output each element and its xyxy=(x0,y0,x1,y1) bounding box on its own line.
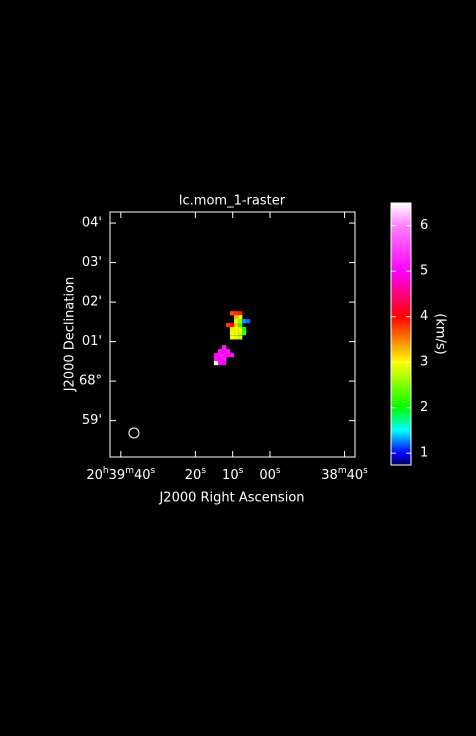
y-tick-label: 01' xyxy=(82,334,102,349)
raster-cell xyxy=(241,319,247,324)
x-tick-label: 38m40s xyxy=(321,466,368,483)
raster-cell xyxy=(241,330,247,336)
raster-cell xyxy=(234,326,239,332)
raster-cell xyxy=(225,323,231,328)
colorbar-tick-label: 6 xyxy=(420,218,428,233)
colorbar-tick-label: 1 xyxy=(420,446,428,461)
raster-cell xyxy=(234,319,239,324)
raster-cell xyxy=(218,353,223,358)
raster-cell xyxy=(229,330,235,336)
raster-cell xyxy=(222,357,227,362)
raster-cell xyxy=(238,311,243,316)
raster-cell xyxy=(238,315,243,320)
raster-cell xyxy=(222,349,227,354)
raster-cell xyxy=(245,319,251,324)
raster-cell xyxy=(229,323,235,328)
raster-cell xyxy=(238,323,243,328)
colorbar xyxy=(390,202,412,466)
x-tick-label: 00s xyxy=(259,466,281,483)
colorbar-tick-label: 3 xyxy=(420,355,428,370)
raster-cell xyxy=(238,335,243,340)
y-tick-label: 02' xyxy=(82,295,102,310)
y-tick-label: 59' xyxy=(82,413,102,428)
raster-cell xyxy=(218,349,223,354)
colorbar-tick-label: 4 xyxy=(420,309,428,324)
x-tick-label: 20s xyxy=(185,466,207,483)
raster-cell xyxy=(241,326,247,332)
x-tick-label: 20h39m40s xyxy=(86,466,155,483)
raster-cell xyxy=(229,311,235,316)
raster-cell xyxy=(222,345,227,350)
raster-cell xyxy=(234,323,239,328)
x-axis-label: J2000 Right Ascension xyxy=(158,491,304,506)
y-tick-label: 03' xyxy=(82,255,102,270)
y-tick-label: 04' xyxy=(82,216,102,231)
raster-cell xyxy=(225,349,231,354)
raster-cell xyxy=(218,357,223,362)
y-tick-label: 68° xyxy=(79,374,102,389)
colorbar-tick-label: 2 xyxy=(420,400,428,415)
colorbar-tick-label: 5 xyxy=(420,264,428,279)
raster-cell xyxy=(229,353,235,358)
raster-cell xyxy=(222,353,227,358)
colorbar-label: (km/s) xyxy=(433,313,448,355)
raster-cell xyxy=(238,319,243,324)
raster-cell xyxy=(238,330,243,336)
raster-cell xyxy=(234,335,239,340)
raster-cell xyxy=(222,360,227,366)
raster-cell xyxy=(218,360,223,366)
chart-title: lc.mom_1-raster xyxy=(179,194,286,209)
raster-cell xyxy=(225,353,231,358)
raster-cell xyxy=(229,335,235,340)
raster-cell xyxy=(213,357,219,362)
y-axis-label: J2000 Declination xyxy=(63,277,78,393)
raster-cell xyxy=(234,315,239,320)
raster-cell xyxy=(238,326,243,332)
raster-cell xyxy=(234,311,239,316)
raster-cell xyxy=(229,326,235,332)
raster-cell xyxy=(213,360,219,366)
raster-cell xyxy=(213,353,219,358)
x-tick-label: 10s xyxy=(222,466,244,483)
beam xyxy=(128,427,140,439)
raster-cell xyxy=(234,330,239,336)
